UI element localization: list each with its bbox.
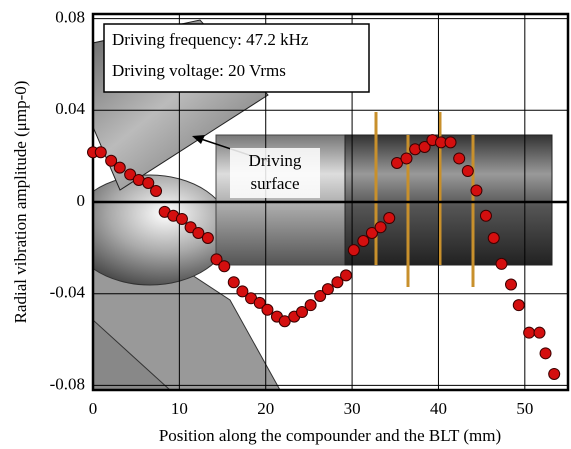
x-tick-label: 50 (516, 399, 533, 418)
data-point (453, 152, 466, 165)
data-point (218, 260, 231, 273)
data-point (418, 140, 431, 153)
data-point (512, 299, 525, 312)
annotation: Driving frequency: 47.2 kHz (112, 30, 309, 49)
data-point (201, 231, 214, 244)
data-point (304, 299, 317, 312)
data-point (210, 253, 223, 266)
x-tick-label: 40 (430, 399, 447, 418)
annotation: Driving voltage: 20 Vrms (112, 61, 286, 80)
data-point (505, 278, 517, 291)
data-point (150, 184, 163, 197)
label-bg (230, 148, 320, 198)
data-point (357, 234, 370, 247)
annotation: surface (250, 174, 299, 193)
data-point (175, 212, 188, 225)
data-point (296, 306, 308, 319)
data-point (391, 157, 403, 170)
y-tick-label: 0.08 (55, 7, 85, 26)
data-point (278, 315, 291, 328)
data-point (533, 326, 546, 339)
info-box (103, 23, 370, 93)
x-tick-label: 10 (171, 399, 188, 418)
data-point (331, 276, 344, 289)
data-point (192, 226, 205, 239)
data-point (383, 212, 396, 225)
data-point (105, 154, 118, 167)
data-point (374, 221, 387, 234)
data-point (470, 184, 483, 197)
data-point (124, 168, 137, 181)
data-point (487, 231, 500, 244)
data-point (539, 347, 552, 360)
plot-frame (91, 12, 570, 392)
data-point (227, 276, 240, 289)
data-point (314, 290, 327, 302)
y-axis-title: Radial vibration amplitude (μmp-0) (11, 81, 30, 324)
arrowhead (192, 135, 205, 144)
data-point (94, 146, 107, 159)
y-tick-label: 0 (77, 191, 86, 210)
x-tick-label: 0 (89, 399, 98, 418)
data-point (236, 285, 249, 298)
data-point (461, 165, 474, 178)
data-point (479, 209, 492, 222)
y-tick-label: -0.08 (50, 374, 85, 393)
data-point (321, 283, 334, 296)
y-tick-label: 0.04 (55, 99, 85, 118)
data-point (495, 257, 508, 270)
y-tick-label: -0.04 (50, 283, 86, 302)
data-point (444, 136, 457, 149)
x-tick-label: 30 (344, 399, 361, 418)
data-point (113, 161, 126, 174)
data-point (261, 303, 274, 316)
annotation: Driving (249, 151, 302, 170)
data-point (365, 226, 378, 239)
data-point (340, 269, 353, 282)
data-point (347, 244, 360, 257)
data-point (142, 176, 155, 189)
data-point (523, 326, 536, 339)
data-point (400, 152, 413, 165)
data-point (253, 296, 266, 309)
data-point (548, 367, 561, 380)
x-tick-label: 20 (257, 399, 274, 418)
x-axis-title: Position along the compounder and the BL… (159, 426, 501, 445)
